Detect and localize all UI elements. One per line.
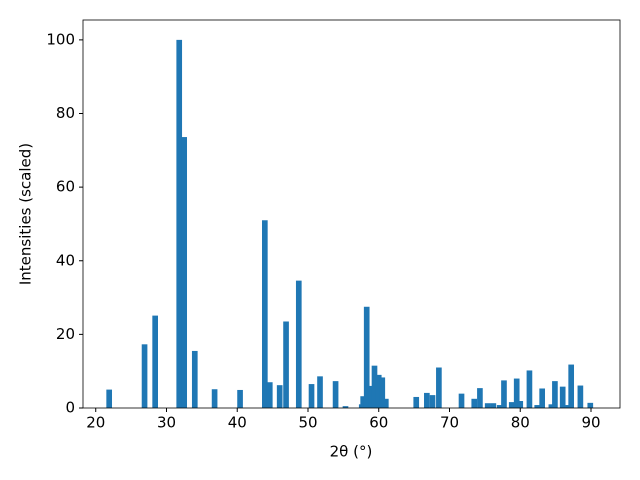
bar <box>496 405 503 408</box>
bar <box>295 280 302 408</box>
bar <box>501 380 507 408</box>
bar <box>484 403 491 408</box>
bar <box>176 39 183 408</box>
bar <box>477 388 483 408</box>
bar <box>368 385 374 408</box>
x-axis-label: 2θ (°) <box>330 443 373 461</box>
bar <box>237 389 243 408</box>
y-tick-label: 60 <box>56 178 75 196</box>
bar <box>458 393 465 408</box>
y-tick-label: 100 <box>46 30 75 48</box>
bar <box>382 398 389 408</box>
bar <box>552 381 558 408</box>
y-axis-label: Intensities (scaled) <box>17 143 35 285</box>
bar <box>379 377 386 408</box>
bar <box>577 385 584 408</box>
bar <box>539 388 546 408</box>
bar <box>490 403 497 408</box>
bar <box>436 367 442 408</box>
bar <box>152 315 158 408</box>
x-tick-label: 80 <box>511 414 530 432</box>
x-tick-label: 20 <box>86 414 105 432</box>
y-tick-label: 40 <box>56 251 75 269</box>
y-tick-label: 80 <box>56 104 75 122</box>
bar <box>283 321 289 408</box>
y-tick-label: 0 <box>65 399 75 417</box>
bar <box>141 344 148 408</box>
y-tick-label: 20 <box>56 325 75 343</box>
bar <box>266 382 273 408</box>
bar <box>471 398 478 408</box>
x-tick-label: 50 <box>298 414 317 432</box>
bar <box>526 370 533 408</box>
axes-frame <box>82 19 621 409</box>
bar <box>508 402 515 408</box>
bar <box>413 396 420 408</box>
bar <box>429 395 436 408</box>
bar <box>513 378 520 408</box>
bar <box>360 396 367 408</box>
bar <box>517 401 524 408</box>
bar <box>568 364 575 408</box>
bar <box>559 386 566 408</box>
bar <box>276 385 283 408</box>
bar <box>375 374 382 408</box>
bar <box>308 384 315 408</box>
bar <box>211 389 218 408</box>
bar <box>262 220 268 408</box>
bar <box>181 137 188 408</box>
x-tick-label: 60 <box>369 414 388 432</box>
bar <box>106 389 113 408</box>
bar <box>371 365 378 408</box>
bar <box>424 392 430 408</box>
bar <box>534 405 541 408</box>
bar <box>191 350 198 408</box>
bar <box>548 404 555 408</box>
x-tick-label: 40 <box>228 414 247 432</box>
x-tick-label: 70 <box>440 414 459 432</box>
bar <box>587 402 594 408</box>
x-tick-label: 90 <box>581 414 600 432</box>
bar <box>363 306 370 408</box>
x-tick-label: 30 <box>157 414 176 432</box>
bar <box>332 381 339 408</box>
bar <box>342 406 349 408</box>
bar <box>317 376 323 408</box>
